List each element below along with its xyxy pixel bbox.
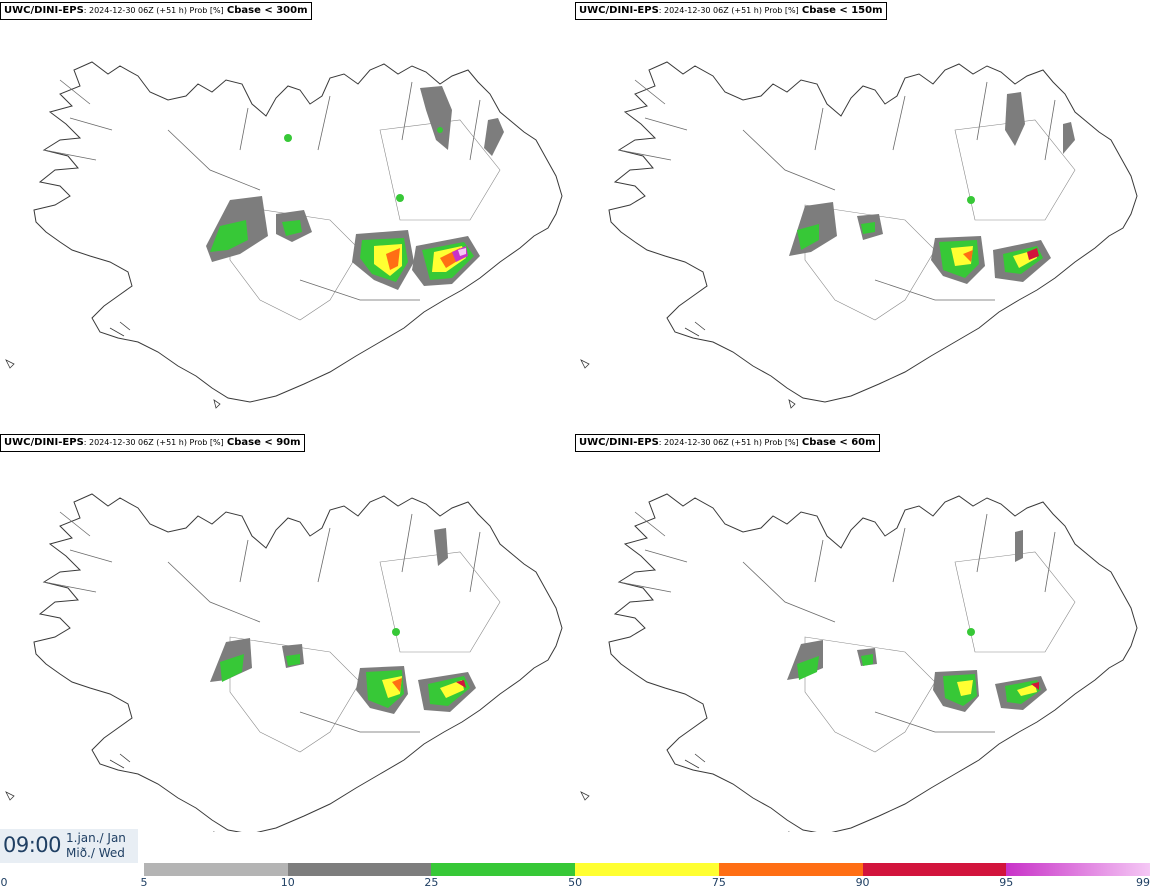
probability-field [210, 528, 476, 714]
valid-date: 1.jan./ Jan Mið./ Wed [66, 831, 126, 861]
colorbar-bin [1006, 863, 1150, 876]
date-line-1: 1.jan./ Jan [66, 831, 126, 845]
colorbar-tick-label: 25 [424, 876, 439, 889]
model-name: UWC/DINI-EPS [579, 5, 659, 16]
colorbar-tick-label: 5 [140, 876, 148, 889]
threshold-label: Cbase < 60m [801, 437, 876, 448]
iceland-map [5, 61, 563, 409]
panel-title: UWC/DINI-EPS: 2024-12-30 06Z (+51 h) Pro… [0, 434, 305, 452]
map-panel-cbase-60: UWC/DINI-EPS: 2024-12-30 06Z (+51 h) Pro… [575, 432, 1150, 862]
run-info: : 2024-12-30 06Z (+51 h) Prob [%] [658, 6, 799, 15]
run-info: : 2024-12-30 06Z (+51 h) Prob [%] [658, 438, 799, 447]
colorbar-bin [431, 863, 576, 876]
threshold-label: Cbase < 90m [226, 437, 301, 448]
colorbar-tick-label: 95 [999, 876, 1014, 889]
map-panel-cbase-90: UWC/DINI-EPS: 2024-12-30 06Z (+51 h) Pro… [0, 432, 575, 862]
panel-title: UWC/DINI-EPS: 2024-12-30 06Z (+51 h) Pro… [575, 434, 880, 452]
colorbar-tick-label: 50 [568, 876, 583, 889]
colorbar-bin [287, 863, 432, 876]
colorbar-bin [575, 863, 720, 876]
date-line-2: Mið./ Wed [66, 846, 125, 860]
run-info: : 2024-12-30 06Z (+51 h) Prob [%] [83, 438, 224, 447]
threshold-label: Cbase < 150m [801, 5, 883, 16]
map-panel-cbase-150: UWC/DINI-EPS: 2024-12-30 06Z (+51 h) Pro… [575, 0, 1150, 430]
model-name: UWC/DINI-EPS [4, 437, 84, 448]
colorbar-bin [718, 863, 863, 876]
valid-time: 09:00 [3, 833, 62, 857]
colorbar-tick-label: 0 [0, 876, 8, 889]
threshold-label: Cbase < 300m [226, 5, 308, 16]
colorbar-bin [862, 863, 1007, 876]
run-info: : 2024-12-30 06Z (+51 h) Prob [%] [83, 6, 224, 15]
colorbar-tick-label: 99 [1136, 876, 1150, 889]
colorbar-tick-label: 90 [855, 876, 870, 889]
probability-field [789, 92, 1075, 284]
iceland-map [580, 493, 1138, 832]
colorbar-tick-label: 10 [280, 876, 295, 889]
iceland-map [580, 61, 1138, 409]
probability-field [206, 86, 504, 290]
panel-title: UWC/DINI-EPS: 2024-12-30 06Z (+51 h) Pro… [575, 2, 887, 20]
panel-title: UWC/DINI-EPS: 2024-12-30 06Z (+51 h) Pro… [0, 2, 312, 20]
probability-field [787, 530, 1047, 712]
colorbar-tick-label: 75 [711, 876, 726, 889]
iceland-map [5, 493, 563, 832]
model-name: UWC/DINI-EPS [579, 437, 659, 448]
valid-time-box: 09:00 1.jan./ Jan Mið./ Wed [0, 829, 138, 863]
map-panel-cbase-300: UWC/DINI-EPS: 2024-12-30 06Z (+51 h) Pro… [0, 0, 575, 430]
colorbar-bin [144, 863, 288, 876]
model-name: UWC/DINI-EPS [4, 5, 84, 16]
